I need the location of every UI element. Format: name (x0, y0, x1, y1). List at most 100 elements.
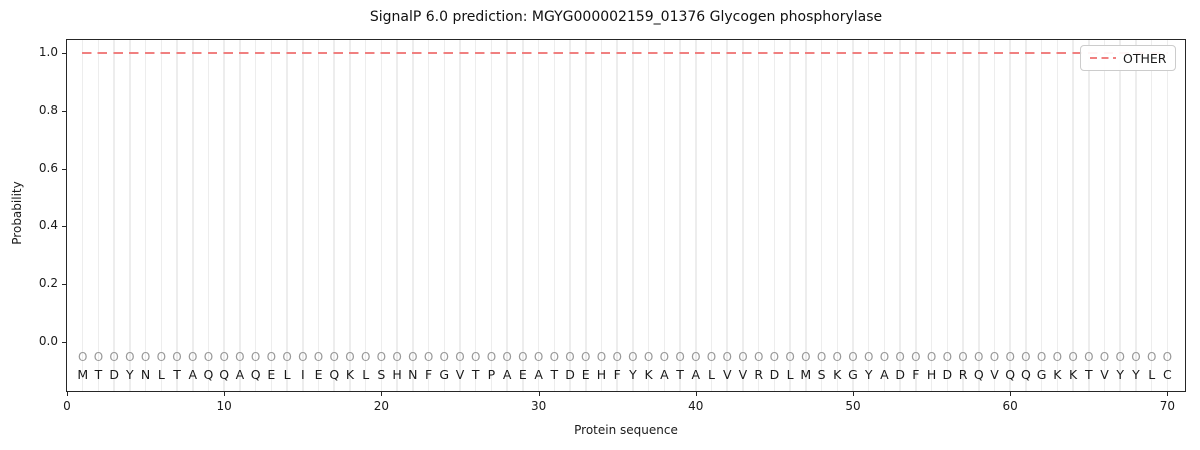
residue-marker: O (706, 350, 717, 364)
residue-letter: Q (250, 367, 261, 382)
gridline (223, 40, 225, 391)
gridline (349, 40, 351, 391)
residue-letter: L (786, 367, 794, 382)
gridline (537, 40, 540, 391)
x-tick-label: 60 (1002, 399, 1018, 413)
residue-letter: V (738, 367, 748, 382)
residue-letter: L (708, 367, 715, 382)
gridline (81, 40, 84, 391)
residue-letter: D (769, 367, 780, 382)
residue-marker: O (1005, 350, 1015, 364)
residue-letter: V (1100, 367, 1109, 382)
gridline (412, 40, 414, 391)
y-tick-label: 0.0 (38, 334, 58, 348)
residue-marker: O (974, 350, 984, 364)
residue-letter: Y (126, 367, 134, 382)
residue-marker: O (77, 350, 88, 364)
residue-marker: O (376, 350, 387, 364)
residue-letter: T (1084, 367, 1093, 382)
residue-marker: O (1115, 350, 1125, 364)
gridline (836, 40, 839, 391)
y-tick-mark (62, 168, 66, 170)
residue-marker: O (722, 350, 732, 364)
residue-marker: O (188, 350, 198, 364)
residue-letter: F (912, 367, 920, 382)
y-tick-mark (62, 53, 66, 54)
gridline (1103, 40, 1106, 391)
residue-letter: V (722, 367, 732, 382)
gridline (459, 40, 461, 391)
y-tick-label: 1.0 (38, 45, 58, 59)
residue-marker: O (989, 350, 1000, 364)
gridline (254, 40, 257, 391)
gridline (695, 40, 697, 391)
gridline (192, 40, 194, 391)
x-tick-mark (853, 392, 854, 396)
residue-letter: Y (1132, 367, 1140, 382)
residue-marker: O (581, 350, 591, 364)
residue-marker: O (612, 350, 622, 364)
gridline (978, 40, 980, 391)
residue-marker: O (863, 350, 874, 364)
y-tick-label: 0.6 (38, 160, 58, 175)
residue-letter: A (235, 367, 245, 382)
residue-letter: F (613, 367, 621, 382)
residue-marker: O (439, 350, 449, 364)
gridline (930, 40, 933, 391)
residue-marker: O (879, 350, 890, 364)
x-tick-mark (1010, 392, 1012, 396)
gridline (317, 40, 320, 391)
residue-marker: O (345, 350, 355, 364)
gridline (427, 40, 430, 391)
residue-letter: H (392, 367, 402, 382)
residue-letter: E (267, 367, 276, 382)
residue-letter: H (596, 367, 607, 382)
legend-dashed-line-icon (1090, 57, 1116, 59)
residue-marker: O (235, 350, 245, 364)
residue-letter: D (109, 367, 119, 382)
x-tick-label: 50 (845, 399, 861, 413)
residue-letter: L (283, 367, 291, 382)
y-tick-mark (62, 226, 66, 228)
residue-letter: A (534, 367, 543, 382)
residue-marker: O (109, 350, 119, 364)
gridline (742, 40, 744, 391)
residue-marker: O (156, 350, 167, 364)
residue-marker: O (250, 350, 261, 364)
gridline (663, 40, 666, 391)
residue-marker: O (298, 350, 308, 364)
residue-marker: O (266, 350, 277, 364)
residue-marker: O (1099, 350, 1110, 364)
residue-letter: Q (203, 367, 214, 382)
gridline (867, 40, 870, 391)
residue-letter: T (550, 367, 559, 382)
residue-letter: Y (864, 367, 873, 382)
residue-letter: H (926, 367, 937, 382)
residue-marker: O (942, 350, 953, 364)
gridline (805, 40, 807, 391)
legend-label: OTHER (1123, 50, 1167, 66)
residue-letter: N (408, 367, 418, 382)
gridline (899, 40, 901, 391)
residue-letter: P (487, 367, 496, 382)
gridline (710, 40, 713, 391)
gridline (993, 40, 996, 391)
residue-marker: O (659, 350, 670, 364)
y-tick-label: 0.2 (38, 276, 58, 291)
x-tick-label: 20 (373, 399, 390, 413)
residue-marker: O (282, 350, 292, 364)
residue-marker: O (392, 350, 402, 364)
gridline (474, 40, 477, 391)
residue-letter: A (660, 367, 669, 382)
residue-marker: O (769, 350, 780, 364)
gridline (239, 40, 241, 391)
residue-marker: O (1021, 350, 1031, 364)
residue-letter: K (345, 367, 355, 382)
residue-marker: O (1084, 350, 1094, 364)
residue-letter: R (754, 367, 764, 382)
residue-marker: O (140, 350, 151, 364)
gridline (1088, 40, 1090, 391)
residue-letter: D (942, 367, 953, 382)
x-tick-label: 70 (1159, 399, 1176, 413)
residue-letter: F (424, 367, 433, 382)
